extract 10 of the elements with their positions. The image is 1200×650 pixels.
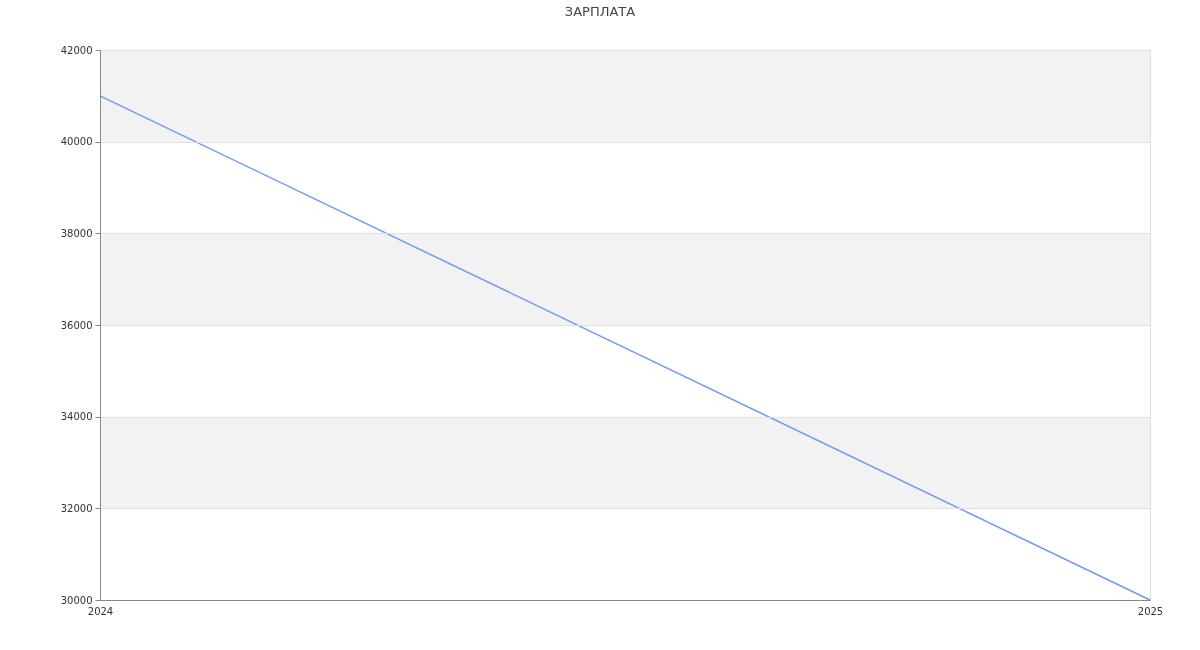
x-tick-label: 2024 — [87, 605, 114, 617]
y-tick-label: 40000 — [60, 136, 93, 148]
x-tick-label: 2025 — [1137, 605, 1164, 617]
y-tick-label: 36000 — [60, 319, 93, 331]
y-tick-label: 38000 — [60, 227, 93, 239]
y-tick-label: 42000 — [60, 44, 93, 56]
chart-title: ЗАРПЛАТА — [564, 4, 636, 19]
y-tick-label: 30000 — [60, 594, 93, 606]
y-tick-label: 34000 — [60, 411, 93, 423]
y-tick-label: 32000 — [60, 502, 93, 514]
